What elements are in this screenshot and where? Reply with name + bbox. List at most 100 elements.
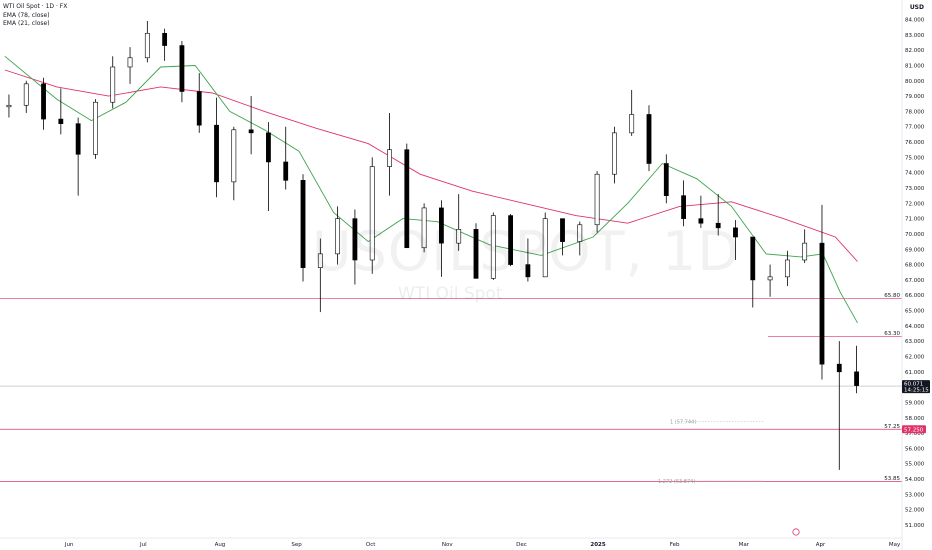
time-tick-label: Nov (442, 542, 453, 548)
candle-body (352, 218, 358, 261)
time-tick-label: Dec (516, 542, 527, 548)
candle-body (317, 253, 323, 268)
price-tick-label: 51.000 (905, 523, 925, 529)
time-tick-label: Sep (291, 542, 302, 548)
ema-21-line (4, 55, 858, 324)
candle-body (369, 166, 375, 261)
highlight-price-label: 57.250 (904, 427, 924, 433)
candle-body (681, 195, 686, 219)
candle-body (611, 132, 617, 175)
candle-body (127, 57, 133, 68)
candle-body (214, 124, 219, 183)
candle-body (698, 218, 704, 224)
candle-body (646, 114, 652, 164)
price-tick-label: 82.000 (905, 48, 925, 54)
price-tick-label: 66.000 (905, 293, 925, 299)
price-tick-label: 69.000 (905, 247, 925, 253)
candle-body (784, 259, 790, 278)
price-tick-label: 56.000 (905, 446, 925, 452)
price-tick-label: 83.000 (905, 33, 925, 39)
price-tick-label: 57.000 (905, 431, 925, 437)
time-tick-label: 2025 (590, 542, 605, 548)
candle-body (767, 276, 773, 281)
watermark-name: WTI Oil Spot (398, 284, 503, 304)
candle-body (473, 229, 479, 279)
current-price-box (902, 380, 930, 394)
candle-body (525, 264, 531, 278)
candle-body (23, 83, 29, 106)
price-tick-label: 81.000 (905, 63, 925, 69)
current-price-label: 60.071 (904, 382, 923, 388)
time-tick-label: Oct (366, 542, 376, 548)
legend-symbol[interactable]: WTI Oil Spot · 1D · FX (3, 3, 68, 10)
price-tick-label: 59.000 (905, 400, 925, 406)
candles (6, 21, 859, 470)
price-tick-label: 75.000 (905, 155, 925, 161)
price-tick-label: 70.000 (905, 232, 925, 238)
candle-body (231, 129, 237, 183)
price-tick-label: 68.000 (905, 263, 925, 269)
fibonacci-extension: 1 (57.744) 1.272 (53.874) (658, 419, 764, 485)
time-tick-label: Jul (139, 542, 147, 548)
price-tick-label: 72.000 (905, 201, 925, 207)
candle-body (490, 215, 496, 279)
price-tick-label: 73.000 (905, 186, 925, 192)
candle-body (6, 104, 12, 108)
candle-body (750, 236, 756, 281)
fib-level-label: 1 (57.744) (670, 419, 696, 425)
candle-body (421, 207, 427, 249)
time-tick-label: May (889, 542, 901, 548)
candle-body (439, 207, 444, 244)
currency-label: USD (909, 4, 924, 11)
time-tick-label: Aug (215, 542, 226, 548)
price-tick-label: 55.000 (905, 462, 925, 468)
candle-body (144, 32, 150, 59)
price-axis[interactable]: 51.000 52.000 53.000 54.000 55.000 56.000 57.0… (901, 0, 925, 550)
candle-body (560, 218, 565, 242)
watermark-symbol: USOILSPOT, 1D (312, 220, 740, 283)
horizontal-lines: 65.80 63.30 57.25 53.85 (0, 293, 902, 482)
legend-ema-78[interactable]: EMA (78, close) (3, 11, 50, 19)
legend: WTI Oil Spot · 1D · FX EMA (78, close) E… (3, 3, 67, 29)
horizontal-line-label-63.30: 63.30 (884, 331, 900, 337)
candle-body (456, 229, 462, 244)
price-tick-label: 79.000 (905, 94, 925, 100)
time-tick-label: Apr (816, 542, 826, 548)
price-tick-label: 58.000 (905, 416, 925, 422)
candle-body (266, 132, 271, 163)
time-tick-label: Feb (670, 542, 680, 548)
candle-body (802, 242, 808, 261)
price-tick-label: 62.000 (905, 355, 925, 361)
price-tick-label: 63.000 (905, 339, 925, 345)
candle-body (508, 215, 514, 265)
candle-body (162, 32, 168, 46)
candle-body (715, 222, 721, 229)
candle-body (836, 363, 842, 373)
price-tick-label: 78.000 (905, 109, 925, 115)
candle-body (387, 149, 392, 167)
candle-body (110, 66, 116, 103)
horizontal-line-label-65.80: 65.80 (884, 293, 900, 299)
price-tick-label: 53.000 (905, 492, 925, 498)
candle-body (300, 180, 306, 268)
candle-body (577, 224, 583, 242)
alert-icon[interactable] (792, 528, 800, 536)
candle-body (58, 118, 64, 124)
horizontal-line-label-53.85: 53.85 (884, 476, 900, 482)
candle-body (819, 242, 825, 365)
ema-lines (4, 55, 858, 324)
legend-ema-21[interactable]: EMA (21, close) (3, 20, 50, 27)
price-tick-label: 71.000 (905, 217, 925, 223)
price-tick-label: 80.000 (905, 79, 925, 85)
time-tick-label: Jun (64, 542, 74, 548)
candle-body (41, 83, 46, 120)
time-axis[interactable]: Jun Jul Aug Sep Oct Nov Dec 2025 Feb Mar Apr May (0, 537, 902, 548)
candle-body (93, 101, 98, 155)
candle-body (248, 129, 254, 134)
highlight-price-box (902, 425, 926, 434)
candle-body (335, 218, 341, 255)
price-tick-label: 54.000 (905, 477, 925, 483)
